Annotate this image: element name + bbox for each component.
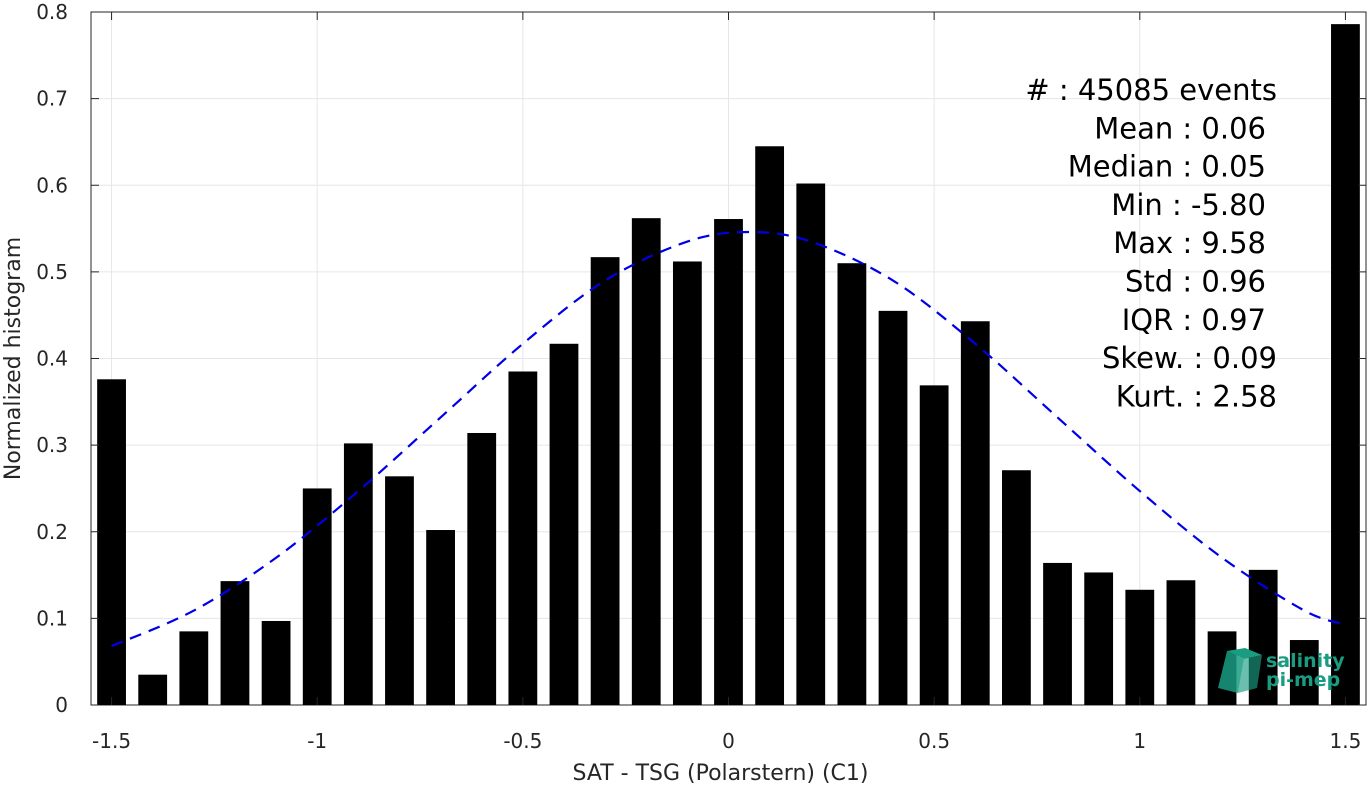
logo-text-pi-mep: pi-mep (1266, 669, 1340, 691)
x-tick-label: -1 (307, 729, 327, 753)
histogram-bar (714, 219, 743, 705)
histogram-bar (97, 379, 126, 705)
histogram-bar (1084, 572, 1114, 705)
x-tick-label: -1.5 (92, 729, 131, 753)
x-axis-title: SAT - TSG (Polarstern) (C1) (572, 761, 868, 785)
y-tick-label: 0.4 (36, 347, 68, 371)
histogram-bar (385, 476, 414, 705)
x-tick-label: 0 (722, 729, 735, 753)
x-tick-label: 1 (1133, 729, 1146, 753)
y-tick-label: 0.7 (36, 87, 68, 111)
histogram-bar (1043, 562, 1072, 705)
histogram-bar (467, 432, 497, 705)
salinity-pi-mep-logo: salinity pi-mep (1218, 648, 1345, 693)
histogram-bar (878, 310, 908, 705)
histogram-bar (549, 343, 579, 705)
y-tick-label: 0 (55, 693, 68, 717)
x-tick-label: -0.5 (503, 729, 542, 753)
y-tick-label: 0.2 (36, 520, 68, 544)
histogram-bar (837, 263, 867, 705)
histogram-bar (631, 218, 661, 706)
stats-line: Std : 0.96 (1125, 265, 1266, 299)
histogram-bar (508, 371, 538, 705)
histogram-bar (138, 674, 168, 705)
histogram-bar (343, 443, 373, 705)
stats-line: # : 45085 events (1025, 73, 1277, 107)
stats-line: Max : 9.58 (1113, 226, 1266, 260)
stats-line: IQR : 0.97 (1122, 303, 1266, 337)
stats-line: Kurt. : 2.58 (1116, 379, 1277, 413)
histogram-bar (1331, 24, 1360, 705)
histogram-bar (960, 321, 990, 705)
y-tick-label: 0.8 (36, 0, 68, 24)
stats-line: Median : 0.05 (1068, 150, 1266, 184)
histogram-bar (672, 261, 702, 705)
histogram-bar (261, 620, 291, 705)
histogram-bar (755, 146, 785, 706)
y-tick-label: 0.6 (36, 173, 68, 197)
logo-text-salinity: salinity (1266, 650, 1345, 672)
stats-line: Min : -5.80 (1111, 188, 1266, 222)
y-tick-label: 0.5 (36, 260, 68, 284)
histogram-bar (796, 183, 826, 705)
bars (97, 24, 1360, 706)
x-tick-label: 1.5 (1330, 729, 1362, 753)
stats-line: Mean : 0.06 (1094, 111, 1266, 145)
y-tick-label: 0.1 (36, 606, 68, 630)
stats-box: # : 45085 events Mean : 0.06 Median : 0.05… (1025, 73, 1277, 413)
histogram-bar (919, 385, 949, 705)
histogram-bar (220, 581, 250, 705)
histogram-bar (1125, 589, 1155, 705)
histogram-bar (1289, 640, 1319, 705)
y-axis-title: Normalized histogram (1, 237, 26, 480)
fit-curve (111, 230, 1346, 648)
histogram-bar (590, 257, 620, 705)
y-tick-label: 0.3 (36, 433, 68, 457)
axis-ticks: -1.5 -1 -0.5 0 0.5 1 1.5 0 0.1 0.2 0.3 0.4 0.5 0.6 0.7… (36, 0, 1366, 753)
stats-line: Skew. : 0.09 (1102, 341, 1277, 375)
histogram-bar (179, 631, 209, 705)
histogram-bar (302, 488, 332, 705)
logo-cube-icon (1218, 648, 1262, 693)
histogram-bar (1166, 580, 1196, 705)
x-tick-label: 0.5 (918, 729, 950, 753)
histogram-bar (1002, 470, 1031, 705)
histogram-bar (426, 530, 455, 705)
